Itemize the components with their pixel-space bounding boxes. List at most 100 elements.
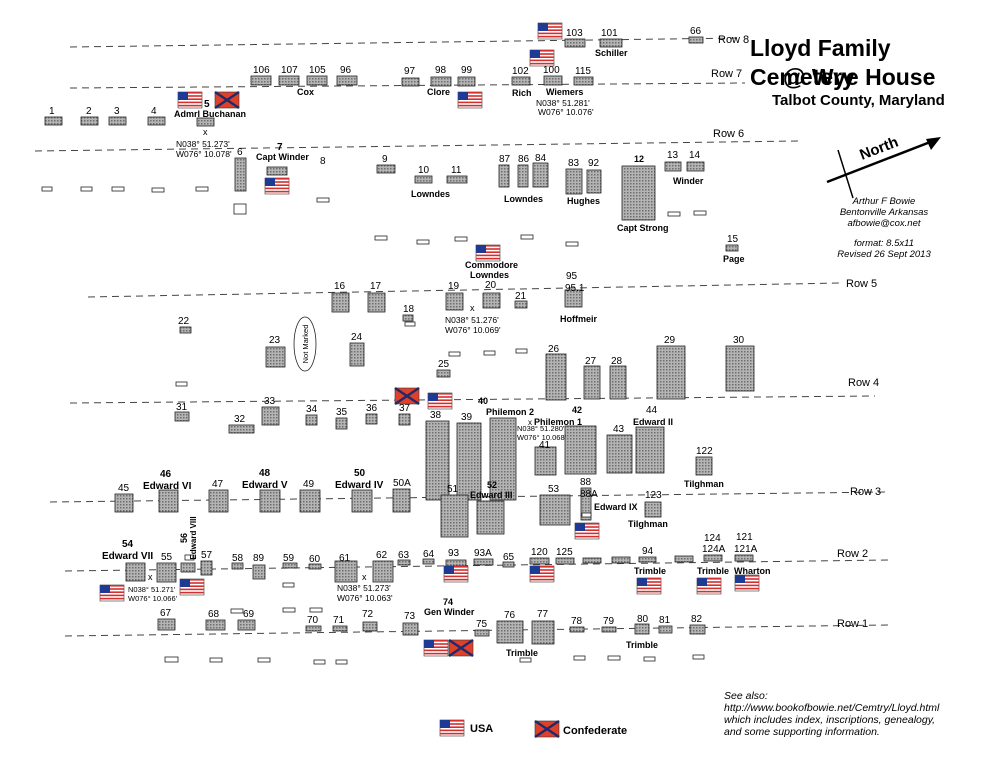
grave-number: 15 <box>727 234 739 245</box>
coord-label: W076° 10.066' <box>128 594 178 603</box>
grave-number: 24 <box>351 332 363 343</box>
north-label: North <box>857 134 900 164</box>
grave-number: 34 <box>306 404 318 415</box>
legend-confederate-label: Confederate <box>563 725 628 737</box>
grave-number: 27 <box>585 356 597 367</box>
grave-number: 38 <box>430 410 442 421</box>
stone-18 <box>402 314 414 322</box>
stone-22 <box>179 326 192 334</box>
stone-40 <box>489 417 517 501</box>
stone-77 <box>531 620 555 645</box>
grave-number: 55 <box>161 552 173 563</box>
grave-number: 62 <box>376 550 388 561</box>
grave-number: 74 <box>443 597 453 607</box>
format-block: format: 8.5x11 Revised 26 Sept 2013 <box>800 238 968 260</box>
stone-123 <box>644 501 662 518</box>
grave-number: 37 <box>399 403 411 414</box>
stone-26 <box>545 353 567 401</box>
stone-73 <box>402 622 419 636</box>
stone-42 <box>564 425 597 475</box>
stone-71 <box>332 625 348 632</box>
grave-name: Capt Winder <box>256 152 309 162</box>
grave-number: 44 <box>646 405 658 416</box>
stone-44 <box>635 426 665 474</box>
stone-19 <box>445 292 464 311</box>
grave-number: 40 <box>478 396 488 406</box>
grave-number: 42 <box>572 405 582 415</box>
grave-number: 97 <box>404 66 416 77</box>
stone-99 <box>457 76 476 87</box>
stone-25 <box>436 369 451 378</box>
grave-name: Edward II <box>633 417 673 427</box>
coord-x: x <box>470 303 475 313</box>
row-3-line <box>49 491 889 503</box>
stone-107 <box>278 75 300 86</box>
stone-55 <box>156 562 177 583</box>
coord-label: N038° 51.273' <box>176 139 230 149</box>
stone-120 <box>529 557 550 565</box>
footstones <box>41 186 707 665</box>
stone-31 <box>174 411 190 422</box>
grave-number: 57 <box>201 550 213 561</box>
grave-number: 41 <box>539 440 551 451</box>
grave-number: 51 <box>447 484 459 495</box>
see-also-url[interactable]: http://www.bookofbowie.net/Cemtry/Lloyd.… <box>724 702 940 714</box>
grave-number: 70 <box>307 615 319 626</box>
stone-50a <box>392 488 411 513</box>
grave-name: Edward V <box>242 480 288 491</box>
stone-105 <box>306 75 328 86</box>
stone-66 <box>688 36 704 44</box>
grave-number: 107 <box>281 65 298 76</box>
grave-number: 23 <box>269 335 281 346</box>
grave-number: 69 <box>243 609 255 620</box>
stone-2 <box>80 116 99 126</box>
grave-name: Edward III <box>470 490 513 500</box>
grave-number: 52 <box>487 480 497 490</box>
grave-name: Schiller <box>595 48 628 58</box>
grave-number: 82 <box>691 614 703 625</box>
stone-52 <box>476 500 505 535</box>
stone-63 <box>397 559 411 566</box>
grave-number: 46 <box>160 469 172 480</box>
stone-28 <box>609 365 627 400</box>
stone-79 <box>601 626 617 633</box>
grave-number: 20 <box>485 280 497 291</box>
grave-number: 101 <box>601 28 618 39</box>
stone-37 <box>398 413 411 426</box>
stone-96 <box>336 75 358 86</box>
grave-number: 88A <box>580 489 598 500</box>
stone-80 <box>634 623 650 635</box>
row-2-label: Row 2 <box>837 548 868 560</box>
grave-number: 125 <box>556 547 573 558</box>
grave-number: 8 <box>320 156 326 167</box>
confederate-flag-icon <box>393 386 421 406</box>
credit-place: Bentonville Arkansas <box>839 207 929 218</box>
grave-number: 123 <box>645 490 662 501</box>
grave-number: 124A <box>702 544 726 555</box>
stone-9 <box>376 164 396 174</box>
grave-number: 121A <box>734 544 758 555</box>
usa-flag-icon <box>475 244 501 262</box>
stone-54 <box>125 562 146 582</box>
stone-27 <box>583 365 601 400</box>
coord-label: N038° 51.273' <box>337 583 391 593</box>
usa-flag-icon <box>443 565 469 583</box>
stone-58 <box>231 562 244 570</box>
stone-88 <box>580 487 592 521</box>
see-also-line4: and some supporting information. <box>724 726 880 738</box>
grave-number: 79 <box>603 616 615 627</box>
grave-number: 11 <box>451 165 462 176</box>
grave-number: 45 <box>118 483 130 494</box>
credit-block: Arthur F Bowie Bentonville Arkansas afbo… <box>800 196 968 229</box>
grave-number: 12 <box>634 154 644 164</box>
stone-59 <box>282 562 298 569</box>
grave-number: 54 <box>122 539 134 550</box>
grave-number: 26 <box>548 344 560 355</box>
grave-number: 106 <box>253 65 270 76</box>
row-8-line <box>69 37 741 48</box>
not-marked-label: Not Marked <box>301 325 310 364</box>
grave-number: 115 <box>575 66 591 77</box>
grave-number: 35 <box>336 407 348 418</box>
grave-name: Edward VII <box>102 551 153 562</box>
grave-number: 105 <box>309 65 326 76</box>
